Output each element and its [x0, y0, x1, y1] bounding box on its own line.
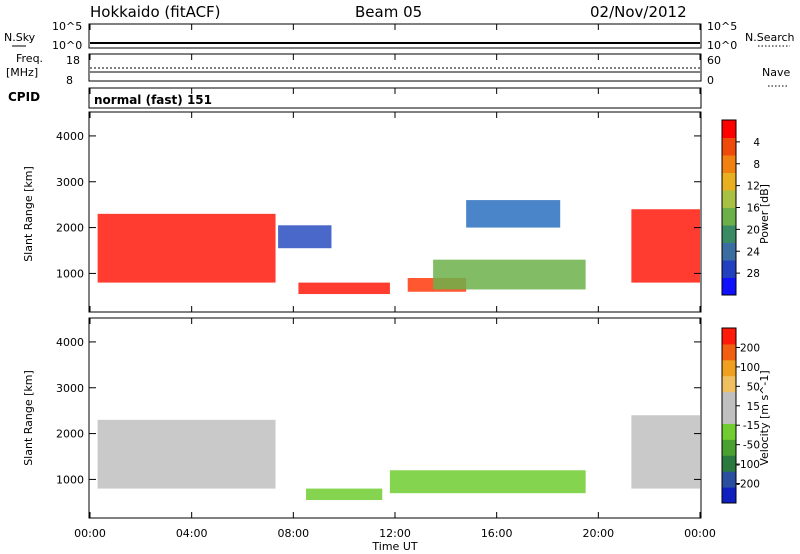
- power-colorbar-label: 12: [747, 181, 760, 193]
- nave-tick-bottom: 0: [707, 74, 714, 87]
- beam-title: Beam 05: [355, 3, 422, 21]
- noise-ytick-top-right: 10^5: [707, 20, 737, 33]
- power-data-cells: [97, 200, 700, 295]
- velocity-colorbar-label: Velocity [m s^-1]: [758, 370, 771, 465]
- noise-left-label: N.Sky: [4, 31, 36, 44]
- power-colorbar-segment: [722, 137, 736, 156]
- velocity-colorbar-label: -100: [736, 459, 760, 471]
- power-colorbar-segment: [722, 207, 736, 226]
- velocity-colorbar-label: -15: [743, 420, 760, 432]
- power-colorbar-segment: [722, 120, 736, 138]
- power-colorbar-label: 4: [753, 137, 760, 149]
- power-region-0: [97, 213, 276, 283]
- power-y-axis: 1000 2000 3000 4000: [56, 130, 701, 280]
- power-colorbar-segment: [722, 242, 736, 261]
- power-colorbar-label: 8: [753, 159, 760, 171]
- time-axis-label: Time UT: [371, 540, 417, 553]
- power-colorbar-label: 24: [747, 246, 761, 258]
- velocity-colorbar-label: 100: [740, 362, 760, 374]
- power-region-6: [631, 209, 700, 283]
- time-tick-label: 00:00: [74, 527, 106, 540]
- power-colorbar-segment: [722, 155, 736, 173]
- power-ytick-label: 3000: [56, 176, 84, 189]
- velocity-colorbar-label: 200: [740, 342, 760, 354]
- date-title: 02/Nov/2012: [590, 3, 687, 21]
- power-region-5: [466, 200, 561, 228]
- velocity-colorbar-segment: [722, 343, 736, 361]
- power-colorbar: 4 8 12 16 20 24 28: [721, 119, 761, 296]
- cpid-text: normal (fast) 151: [94, 93, 212, 107]
- velocity-ytick-label: 1000: [56, 473, 84, 486]
- time-tick-label: 04:00: [176, 527, 208, 540]
- velocity-colorbar-label: -200: [736, 479, 760, 491]
- power-ylabel: Slant Range [km]: [22, 166, 35, 262]
- power-colorbar-segment: [722, 277, 736, 296]
- time-tick-label: 12:00: [379, 527, 411, 540]
- velocity-colorbar-frame: [721, 327, 737, 504]
- power-colorbar-label: 20: [747, 224, 760, 236]
- velocity-region-1: [306, 488, 383, 501]
- power-colorbar-segment: [722, 172, 736, 191]
- velocity-region-0: [97, 419, 276, 489]
- time-tick-label: 16:00: [481, 527, 513, 540]
- power-colorbar-label: 16: [747, 203, 761, 215]
- power-colorbar-segment: [722, 190, 736, 208]
- velocity-colorbar-segment: [722, 455, 736, 472]
- time-tick-label: 00:00: [684, 527, 716, 540]
- power-ytick-label: 4000: [56, 130, 84, 143]
- velocity-colorbar: 200 100 50 15 -15 -50 -100 -200: [721, 327, 760, 504]
- velocity-colorbar-segment: [722, 423, 736, 440]
- power-region-1: [278, 225, 332, 249]
- noise-ytick-top-left: 10^5: [52, 20, 82, 33]
- velocity-ylabel: Slant Range [km]: [22, 370, 35, 466]
- nave-label: Nave: [762, 66, 790, 79]
- velocity-y-axis: 1000 2000 3000 4000: [56, 336, 701, 486]
- freq-label-1: Freq.: [16, 52, 43, 65]
- velocity-ytick-label: 4000: [56, 336, 84, 349]
- velocity-colorbar-segment: [722, 375, 736, 393]
- freq-tick-top: 18: [66, 54, 80, 67]
- power-region-2: [298, 282, 390, 295]
- cpid-label: CPID: [8, 90, 40, 104]
- time-axis: 00:00 04:00 08:00 12:00 16:00 20:00 00:00: [74, 24, 716, 540]
- velocity-data-cells: [97, 415, 700, 501]
- freq-label-2: [MHz]: [6, 66, 38, 79]
- velocity-colorbar-segment: [722, 487, 736, 504]
- velocity-ytick-label: 2000: [56, 428, 84, 441]
- velocity-colorbar-label: 15: [747, 401, 760, 413]
- radar-title: Hokkaido (fitACF): [90, 3, 221, 21]
- velocity-colorbar-segment: [722, 407, 736, 424]
- nave-tick-top: 60: [707, 54, 721, 67]
- velocity-colorbar-segment: [722, 391, 736, 409]
- power-colorbar-label: Power [dB]: [758, 184, 771, 244]
- velocity-colorbar-segment: [722, 471, 736, 488]
- velocity-colorbar-segment: [722, 328, 736, 345]
- noise-right-label: N.Search: [745, 31, 795, 44]
- noise-ytick-bottom-right: 10^0: [707, 39, 737, 52]
- power-ytick-label: 2000: [56, 222, 84, 235]
- time-tick-label: 08:00: [277, 527, 309, 540]
- velocity-colorbar-label: -50: [743, 440, 760, 452]
- velocity-colorbar-segment: [722, 359, 736, 377]
- noise-ytick-bottom-left: 10^0: [52, 39, 82, 52]
- velocity-ytick-label: 3000: [56, 382, 84, 395]
- velocity-colorbar-label: 50: [747, 381, 760, 393]
- power-colorbar-label: 28: [747, 268, 760, 280]
- time-tick-label: 20:00: [582, 527, 614, 540]
- freq-tick-bottom: 8: [66, 74, 73, 87]
- power-ytick-label: 1000: [56, 267, 84, 280]
- power-colorbar-segment: [722, 225, 736, 243]
- velocity-region-2: [389, 470, 586, 494]
- velocity-region-3: [631, 415, 700, 489]
- power-colorbar-segment: [722, 260, 736, 278]
- velocity-colorbar-segment: [722, 439, 736, 456]
- power-region-4: [433, 259, 586, 290]
